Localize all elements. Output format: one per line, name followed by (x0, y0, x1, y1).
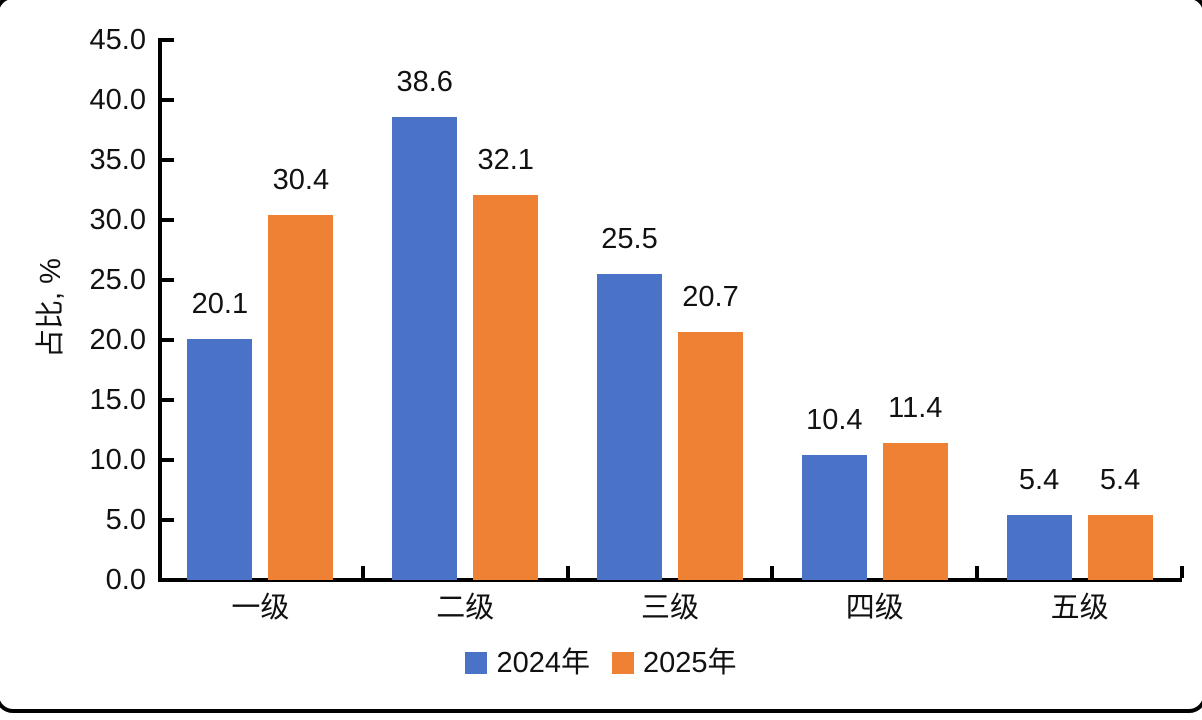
x-tick-mark (1180, 566, 1184, 578)
legend-label: 2024年 (496, 647, 590, 679)
y-tick-label: 40.0 (89, 84, 146, 116)
x-tick-label: 二级 (436, 592, 495, 624)
x-tick-mark (360, 566, 365, 578)
bar-value-label: 5.4 (1099, 464, 1141, 497)
bar-value-label: 20.1 (191, 287, 249, 320)
y-axis-line (158, 38, 162, 582)
bar-s1-c4 (1087, 515, 1153, 580)
bar-s0-c0 (187, 338, 253, 580)
legend-swatch (465, 652, 488, 674)
bar-value-label: 5.4 (1018, 464, 1060, 497)
bar-value-label: 10.4 (806, 404, 863, 437)
y-tick-mark (162, 458, 174, 462)
y-tick-mark (162, 158, 174, 162)
y-tick-mark (162, 38, 174, 42)
y-tick-mark (162, 98, 174, 102)
bar-s1-c3 (882, 443, 948, 580)
legend-swatch (612, 652, 634, 674)
y-tick-mark (162, 518, 174, 522)
x-tick-label: 三级 (640, 592, 699, 624)
y-tick-label: 25.0 (89, 264, 146, 296)
bar-s1-c2 (678, 331, 743, 580)
x-tick-label: 一级 (231, 592, 290, 624)
legend-item-2025年: 2025年 (612, 648, 737, 678)
bar-value-label: 25.5 (601, 223, 658, 255)
y-tick-label: 20.0 (89, 324, 146, 356)
y-tick-label: 0.0 (105, 564, 146, 596)
y-tick-label: 10.0 (89, 444, 146, 476)
bar-s0-c3 (801, 455, 867, 580)
y-tick-mark (162, 218, 174, 222)
y-tick-label: 45.0 (89, 24, 146, 56)
y-tick-mark (162, 338, 174, 342)
bar-s0-c2 (597, 274, 662, 580)
bar-value-label: 30.4 (272, 164, 330, 197)
x-tick-mark (975, 566, 980, 578)
bar-value-label: 38.6 (396, 65, 453, 98)
x-tick-label: 四级 (845, 592, 904, 624)
y-tick-label: 30.0 (89, 204, 146, 236)
bar-s0-c1 (392, 116, 458, 580)
x-tick-mark (770, 566, 775, 578)
y-tick-label: 35.0 (89, 144, 146, 176)
y-tick-mark (162, 398, 174, 402)
x-tick-mark (565, 566, 570, 578)
y-tick-mark (162, 578, 174, 582)
bar-s1-c0 (268, 215, 334, 580)
y-tick-label: 15.0 (89, 384, 146, 416)
bar-value-label: 20.7 (682, 280, 739, 313)
legend-item-2024年: 2024年 (465, 648, 590, 678)
x-axis-line (158, 578, 1182, 582)
bar-value-label: 11.4 (888, 392, 943, 425)
y-tick-mark (162, 278, 174, 282)
bar-value-label: 32.1 (477, 143, 534, 176)
bar-s1-c1 (473, 194, 539, 580)
x-tick-label: 五级 (1050, 592, 1109, 624)
y-tick-label: 5.0 (105, 504, 146, 536)
legend-label: 2025年 (643, 647, 737, 679)
bar-s0-c4 (1006, 515, 1072, 580)
legend: 2024年 2025年 (0, 648, 1202, 678)
